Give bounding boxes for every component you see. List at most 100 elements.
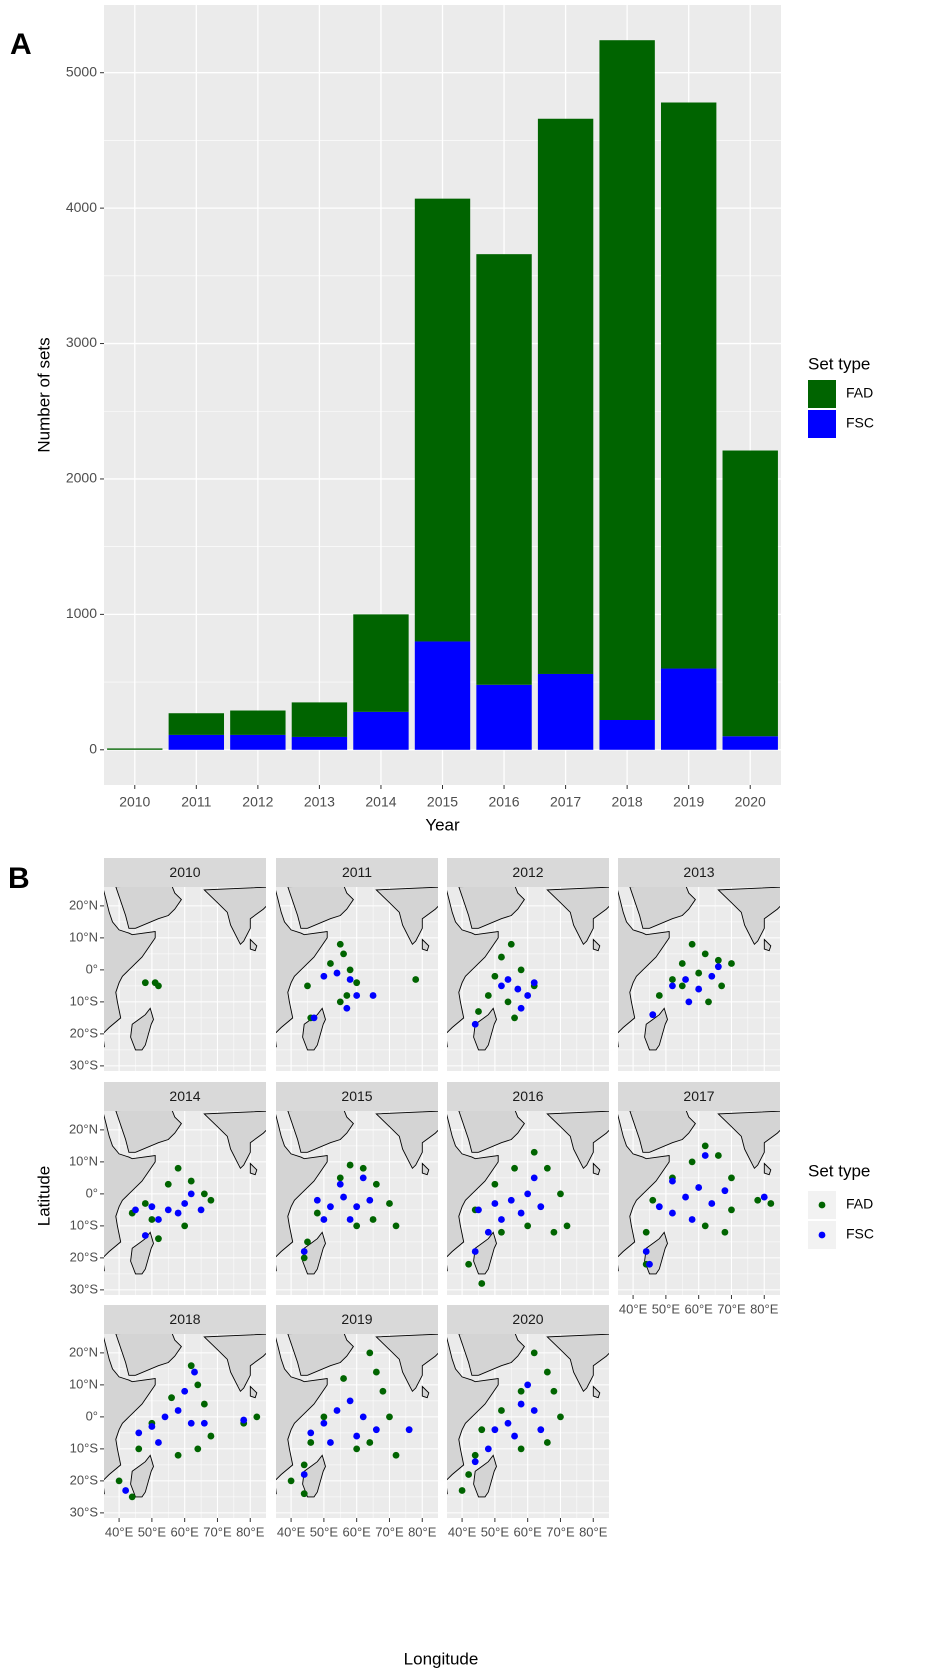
set-point xyxy=(392,1451,400,1459)
bar-segment xyxy=(722,450,778,737)
y-tick-label: 10°N xyxy=(69,1376,98,1391)
bar-segment xyxy=(599,720,655,750)
set-point xyxy=(754,1196,762,1204)
x-tick-label: 80°E xyxy=(750,1301,779,1316)
x-tick-label: 40°E xyxy=(448,1524,477,1539)
set-point xyxy=(507,940,515,948)
set-point xyxy=(320,1216,328,1223)
set-point xyxy=(701,1142,709,1150)
set-point xyxy=(340,1193,347,1201)
set-point xyxy=(714,1152,722,1159)
set-point xyxy=(386,1413,393,1421)
set-point xyxy=(187,1362,195,1370)
set-point xyxy=(524,1381,532,1389)
set-point xyxy=(128,1493,136,1501)
set-point xyxy=(197,1206,205,1214)
set-point xyxy=(353,1222,361,1230)
panel xyxy=(276,1334,438,1518)
x-tick-label: 2017 xyxy=(550,794,581,810)
set-point xyxy=(366,1439,374,1446)
set-point xyxy=(491,1180,499,1188)
set-point xyxy=(708,1200,716,1207)
set-point xyxy=(507,1196,515,1204)
legend-label: FAD xyxy=(846,1196,873,1212)
set-point xyxy=(714,963,722,971)
set-point xyxy=(471,1020,479,1028)
set-point xyxy=(300,1248,308,1255)
set-point xyxy=(353,979,361,987)
facet: 2020 40°E 50°E 60°E 70°E 80°E xyxy=(447,1305,609,1539)
set-point xyxy=(557,1190,564,1198)
y-tick-label: 0 xyxy=(89,740,97,756)
set-point xyxy=(517,1387,525,1395)
facet-strip xyxy=(276,1305,438,1334)
set-point xyxy=(504,998,512,1006)
set-point xyxy=(517,966,525,974)
set-point xyxy=(155,1235,162,1243)
bar-segment xyxy=(291,702,348,737)
set-point xyxy=(181,1200,189,1207)
set-point xyxy=(200,1400,208,1408)
facet-strip xyxy=(447,858,609,887)
land xyxy=(276,1111,438,1275)
set-point xyxy=(313,1196,321,1204)
set-point xyxy=(336,1180,344,1188)
set-point xyxy=(491,972,499,980)
set-point xyxy=(760,1193,768,1201)
set-point xyxy=(688,940,696,948)
facet: 2013 xyxy=(618,858,780,1071)
set-point xyxy=(718,982,726,990)
y-tick-label: 10°N xyxy=(69,1153,98,1168)
set-point xyxy=(412,976,420,983)
set-point xyxy=(504,976,512,983)
set-point xyxy=(471,1451,479,1459)
set-point xyxy=(155,1439,162,1446)
facet: 2015 xyxy=(276,1082,438,1295)
set-point xyxy=(346,966,354,974)
set-point xyxy=(465,1260,473,1268)
panel xyxy=(104,1111,266,1295)
set-point xyxy=(649,1011,657,1019)
facet-strip xyxy=(618,1082,780,1111)
x-axis-title: Year xyxy=(425,815,460,834)
set-point xyxy=(701,1152,709,1159)
bar-segment xyxy=(230,734,286,750)
set-point xyxy=(141,1200,149,1207)
bar-segment xyxy=(722,736,778,750)
set-point xyxy=(475,1206,482,1214)
y-tick-label: 20°N xyxy=(69,1344,98,1359)
set-point xyxy=(307,1439,315,1446)
set-point xyxy=(174,1164,182,1172)
bar-segment xyxy=(414,641,471,750)
set-point xyxy=(366,1349,374,1357)
set-point xyxy=(695,969,703,977)
set-point xyxy=(253,1413,261,1421)
facet: 2017 40°E 50°E 60°E 70°E 80°E xyxy=(618,1082,780,1316)
set-point xyxy=(471,1248,479,1255)
legend-label: FSC xyxy=(846,1226,874,1242)
x-tick-label: 60°E xyxy=(171,1524,200,1539)
facet-strip xyxy=(104,1305,266,1334)
legend-key xyxy=(808,380,836,408)
facet: 2011 xyxy=(276,858,438,1071)
panel xyxy=(276,1111,438,1295)
set-point xyxy=(336,998,344,1006)
bar-segment xyxy=(291,736,348,750)
set-point xyxy=(194,1381,202,1389)
bar-segment xyxy=(476,684,532,750)
panel xyxy=(618,1111,780,1295)
x-tick-label: 70°E xyxy=(546,1524,575,1539)
legend-title: Set type xyxy=(808,1161,870,1180)
set-point xyxy=(287,1477,295,1485)
set-point xyxy=(148,1203,156,1211)
set-point xyxy=(491,1426,499,1434)
facet-strip xyxy=(104,858,266,887)
legend-dot xyxy=(818,1231,826,1239)
facet-title: 2017 xyxy=(683,1088,714,1104)
set-point xyxy=(465,1471,473,1478)
set-point xyxy=(161,1413,169,1421)
set-point xyxy=(304,982,311,990)
set-point xyxy=(543,1164,551,1172)
panel xyxy=(618,887,780,1071)
y-axis-title: Number of sets xyxy=(34,337,53,452)
